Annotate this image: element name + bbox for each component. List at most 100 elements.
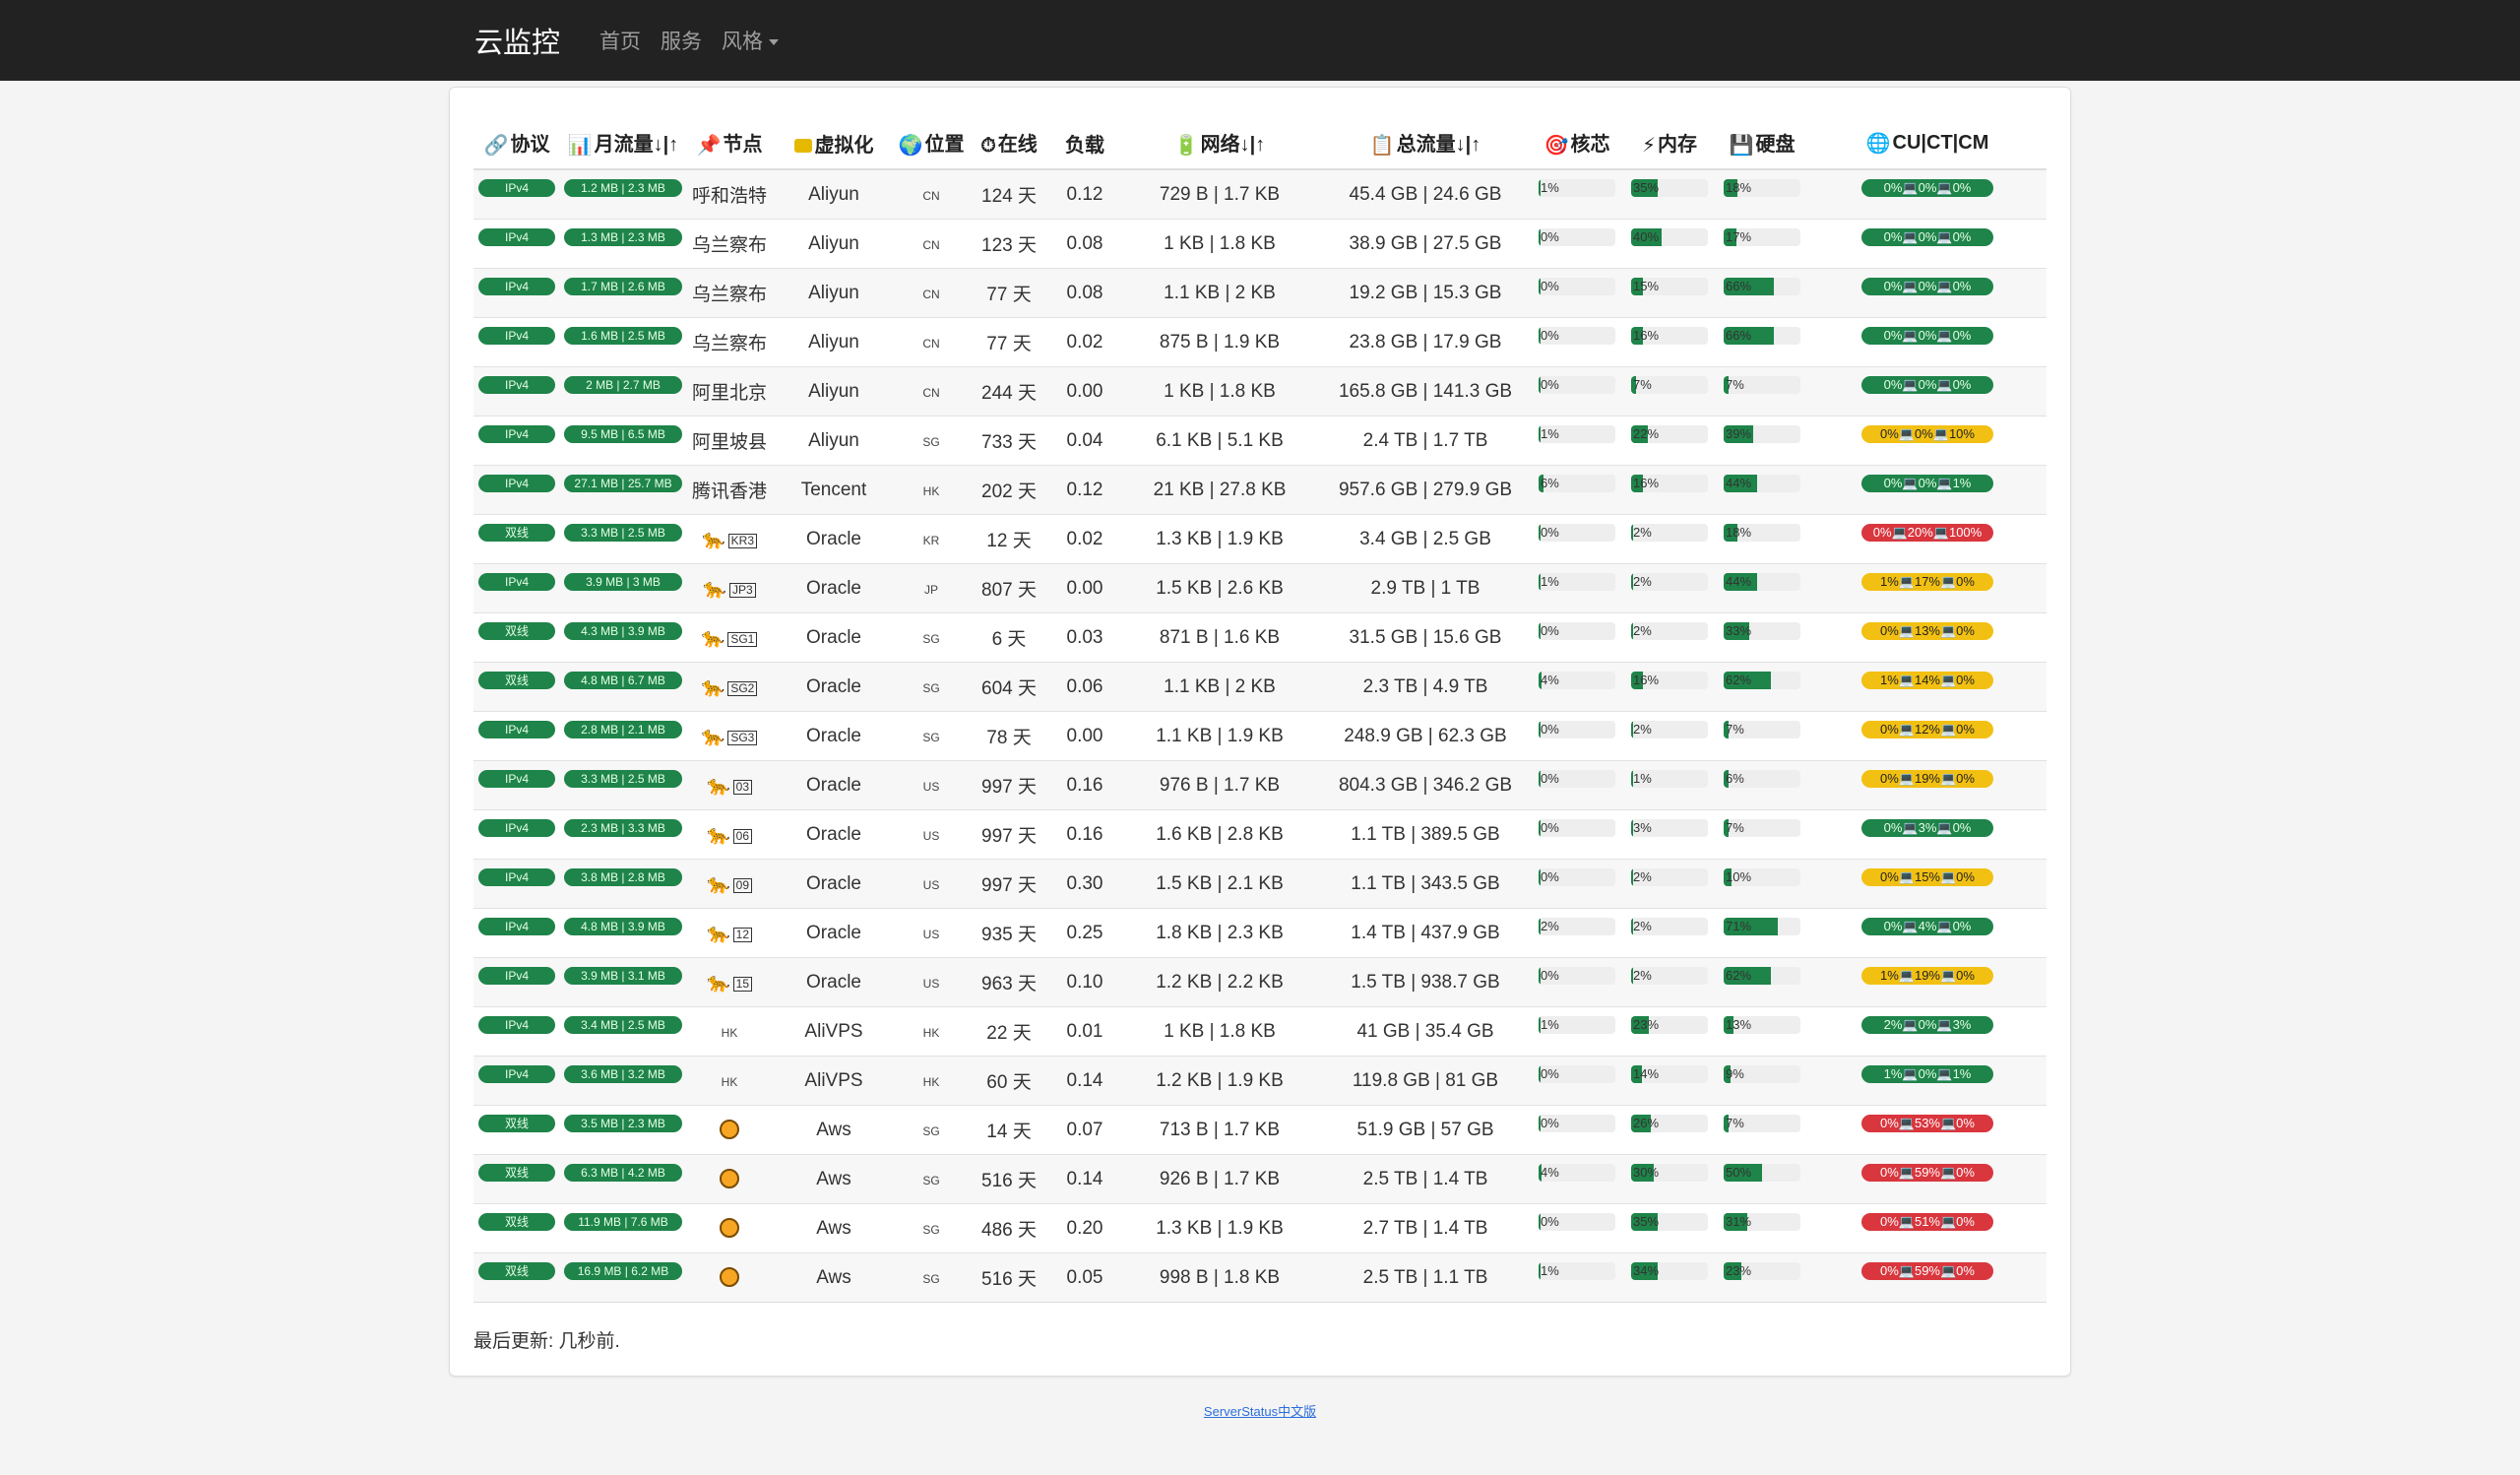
monthly-cell: 6.3 MB | 4.2 MB xyxy=(560,1154,686,1204)
cuctcm-badge: 0%💻0%💻0% xyxy=(1861,179,1993,198)
table-row[interactable]: IPv4 3.9 MB | 3.1 MB 🐆 15 Oracle US 963 天… xyxy=(473,957,2047,1007)
table-row[interactable]: IPv4 1.3 MB | 2.3 MB 乌兰察布 Aliyun CN 123 … xyxy=(473,219,2047,269)
cpu-cell: 0% xyxy=(1531,514,1623,564)
table-row[interactable]: IPv4 3.4 MB | 2.5 MB HK AliVPS HK 22 天 0… xyxy=(473,1006,2047,1057)
table-row[interactable]: IPv4 1.2 MB | 2.3 MB 呼和浩特 Aliyun CN 124 … xyxy=(473,168,2047,220)
uptime-cell: 77 天 xyxy=(968,268,1050,318)
table-row[interactable]: 双线 16.9 MB | 6.2 MB Aws SG 516 天 0.05 99… xyxy=(473,1252,2047,1303)
network-cell: 1.5 KB | 2.6 KB xyxy=(1119,563,1320,613)
network-cell: 1.2 KB | 2.2 KB xyxy=(1119,957,1320,1007)
th-uptime[interactable]: ⏱ 在线 xyxy=(968,117,1050,170)
table-row[interactable]: IPv4 1.6 MB | 2.5 MB 乌兰察布 Aliyun CN 77 天… xyxy=(473,317,2047,367)
table-row[interactable]: IPv4 9.5 MB | 6.5 MB 阿里坡县 Aliyun SG 733 … xyxy=(473,416,2047,466)
network-globe-icon: 🌐 xyxy=(1865,132,1891,155)
total-cell: 45.4 GB | 24.6 GB xyxy=(1320,168,1531,220)
th-cuctcm[interactable]: 🌐 CU|CT|CM xyxy=(1808,117,2047,170)
network-cell: 713 B | 1.7 KB xyxy=(1119,1105,1320,1155)
mem-value: 14% xyxy=(1633,1066,1660,1082)
nav-style-dropdown[interactable]: 风格 xyxy=(722,26,780,55)
table-row[interactable]: IPv4 2.8 MB | 2.1 MB 🐆 SG3 Oracle SG 78 天… xyxy=(473,711,2047,761)
th-load[interactable]: 负载 xyxy=(1050,117,1119,170)
table-row[interactable]: IPv4 1.7 MB | 2.6 MB 乌兰察布 Aliyun CN 77 天… xyxy=(473,268,2047,318)
link-icon: 🔗 xyxy=(483,135,509,158)
table-row[interactable]: 双线 4.8 MB | 6.7 MB 🐆 SG2 Oracle SG 604 天 … xyxy=(473,662,2047,712)
cpu-cell: 0% xyxy=(1531,1105,1623,1155)
location-code: US xyxy=(922,779,940,794)
nav-services[interactable]: 服务 xyxy=(661,31,703,53)
location-cell: US xyxy=(895,760,968,810)
table-row[interactable]: 双线 6.3 MB | 4.2 MB Aws SG 516 天 0.14 926… xyxy=(473,1154,2047,1204)
table-row[interactable]: IPv4 3.9 MB | 3 MB 🐆 JP3 Oracle JP 807 天 … xyxy=(473,563,2047,613)
location-cell: HK xyxy=(895,1056,968,1106)
location-cell: SG xyxy=(895,711,968,761)
table-row[interactable]: IPv4 27.1 MB | 25.7 MB 腾讯香港 Tencent HK 2… xyxy=(473,465,2047,515)
table-row[interactable]: IPv4 3.3 MB | 2.5 MB 🐆 03 Oracle US 997 天… xyxy=(473,760,2047,810)
tiger-icon: 🐆 xyxy=(703,578,726,600)
th-hdd[interactable]: 💾 硬盘 xyxy=(1716,117,1808,170)
th-virt[interactable]: 虚拟化 xyxy=(773,117,895,170)
location-cell: US xyxy=(895,908,968,958)
load-cell: 0.20 xyxy=(1050,1203,1119,1253)
uptime-cell: 124 天 xyxy=(968,168,1050,220)
monthly-traffic-badge: 3.9 MB | 3 MB xyxy=(564,573,682,592)
table-row[interactable]: 双线 4.3 MB | 3.9 MB 🐆 SG1 Oracle SG 6 天 0.… xyxy=(473,612,2047,663)
pin-icon: 📌 xyxy=(696,135,722,158)
th-cpu[interactable]: 🎯 核芯 xyxy=(1531,117,1623,170)
th-network[interactable]: 🔋 网络↓|↑ xyxy=(1119,117,1320,170)
cuctcm-cell: 0%💻12%💻0% xyxy=(1808,711,2047,761)
hdd-cell: 62% xyxy=(1716,957,1808,1007)
protocol-badge: 双线 xyxy=(478,672,555,690)
network-cell: 1 KB | 1.8 KB xyxy=(1119,1006,1320,1057)
cpu-value: 0% xyxy=(1541,968,1559,984)
brand-title[interactable]: 云监控 xyxy=(474,28,561,59)
protocol-cell: 双线 xyxy=(473,1252,560,1303)
th-protocol[interactable]: 🔗 协议 xyxy=(473,117,560,170)
th-mem[interactable]: ⚡ 内存 xyxy=(1623,117,1716,170)
th-monthly[interactable]: 📊 月流量↓|↑ xyxy=(560,117,686,170)
cpu-bar: 0% xyxy=(1539,1115,1615,1133)
node-label: 12 xyxy=(732,927,753,942)
th-location[interactable]: 🌍 位置 xyxy=(895,117,968,170)
hdd-value: 62% xyxy=(1726,968,1752,984)
mem-cell: 2% xyxy=(1623,612,1716,663)
monthly-cell: 3.4 MB | 2.5 MB xyxy=(560,1006,686,1057)
cpu-bar: 1% xyxy=(1539,179,1615,198)
node-cell: 🐆 15 xyxy=(686,957,773,1007)
cpu-value: 1% xyxy=(1541,574,1559,590)
serverstatus-link[interactable]: ServerStatus中文版 xyxy=(1203,1404,1317,1419)
location-cell: US xyxy=(895,957,968,1007)
table-row[interactable]: IPv4 3.6 MB | 3.2 MB HK AliVPS HK 60 天 0… xyxy=(473,1056,2047,1106)
network-cell: 926 B | 1.7 KB xyxy=(1119,1154,1320,1204)
mem-cell: 35% xyxy=(1623,1203,1716,1253)
location-code: SG xyxy=(922,631,940,646)
total-cell: 119.8 GB | 81 GB xyxy=(1320,1056,1531,1106)
cpu-value: 1% xyxy=(1541,426,1559,442)
table-row[interactable]: 双线 3.5 MB | 2.3 MB Aws SG 14 天 0.07 713 … xyxy=(473,1105,2047,1155)
monthly-traffic-badge: 11.9 MB | 7.6 MB xyxy=(564,1213,682,1232)
mem-value: 26% xyxy=(1633,1116,1660,1131)
hdd-value: 13% xyxy=(1726,1017,1752,1033)
virt-cell: Oracle xyxy=(773,612,895,663)
table-row[interactable]: 双线 11.9 MB | 7.6 MB Aws SG 486 天 0.20 1.… xyxy=(473,1203,2047,1253)
network-cell: 729 B | 1.7 KB xyxy=(1119,168,1320,220)
table-row[interactable]: IPv4 2 MB | 2.7 MB 阿里北京 Aliyun CN 244 天 … xyxy=(473,366,2047,417)
table-row[interactable]: IPv4 3.8 MB | 2.8 MB 🐆 09 Oracle US 997 天… xyxy=(473,859,2047,909)
cuctcm-badge: 1%💻14%💻0% xyxy=(1861,672,1993,690)
table-row[interactable]: IPv4 2.3 MB | 3.3 MB 🐆 06 Oracle US 997 天… xyxy=(473,809,2047,860)
mem-bar: 3% xyxy=(1631,819,1708,838)
load-cell: 0.08 xyxy=(1050,219,1119,269)
nav-style-label: 风格 xyxy=(722,31,764,53)
mem-value: 2% xyxy=(1633,869,1652,885)
uptime-cell: 22 天 xyxy=(968,1006,1050,1057)
table-row[interactable]: 双线 3.3 MB | 2.5 MB 🐆 KR3 Oracle KR 12 天 0… xyxy=(473,514,2047,564)
mem-cell: 2% xyxy=(1623,711,1716,761)
cuctcm-cell: 1%💻14%💻0% xyxy=(1808,662,2047,712)
th-total[interactable]: 📋 总流量↓|↑ xyxy=(1320,117,1531,170)
virt-cell: Oracle xyxy=(773,662,895,712)
th-node[interactable]: 📌 节点 xyxy=(686,117,773,170)
table-row[interactable]: IPv4 4.8 MB | 3.9 MB 🐆 12 Oracle US 935 天… xyxy=(473,908,2047,958)
hdd-cell: 33% xyxy=(1716,612,1808,663)
nav-home[interactable]: 首页 xyxy=(599,31,642,53)
target-icon: 🎯 xyxy=(1544,135,1569,158)
uptime-cell: 997 天 xyxy=(968,859,1050,909)
